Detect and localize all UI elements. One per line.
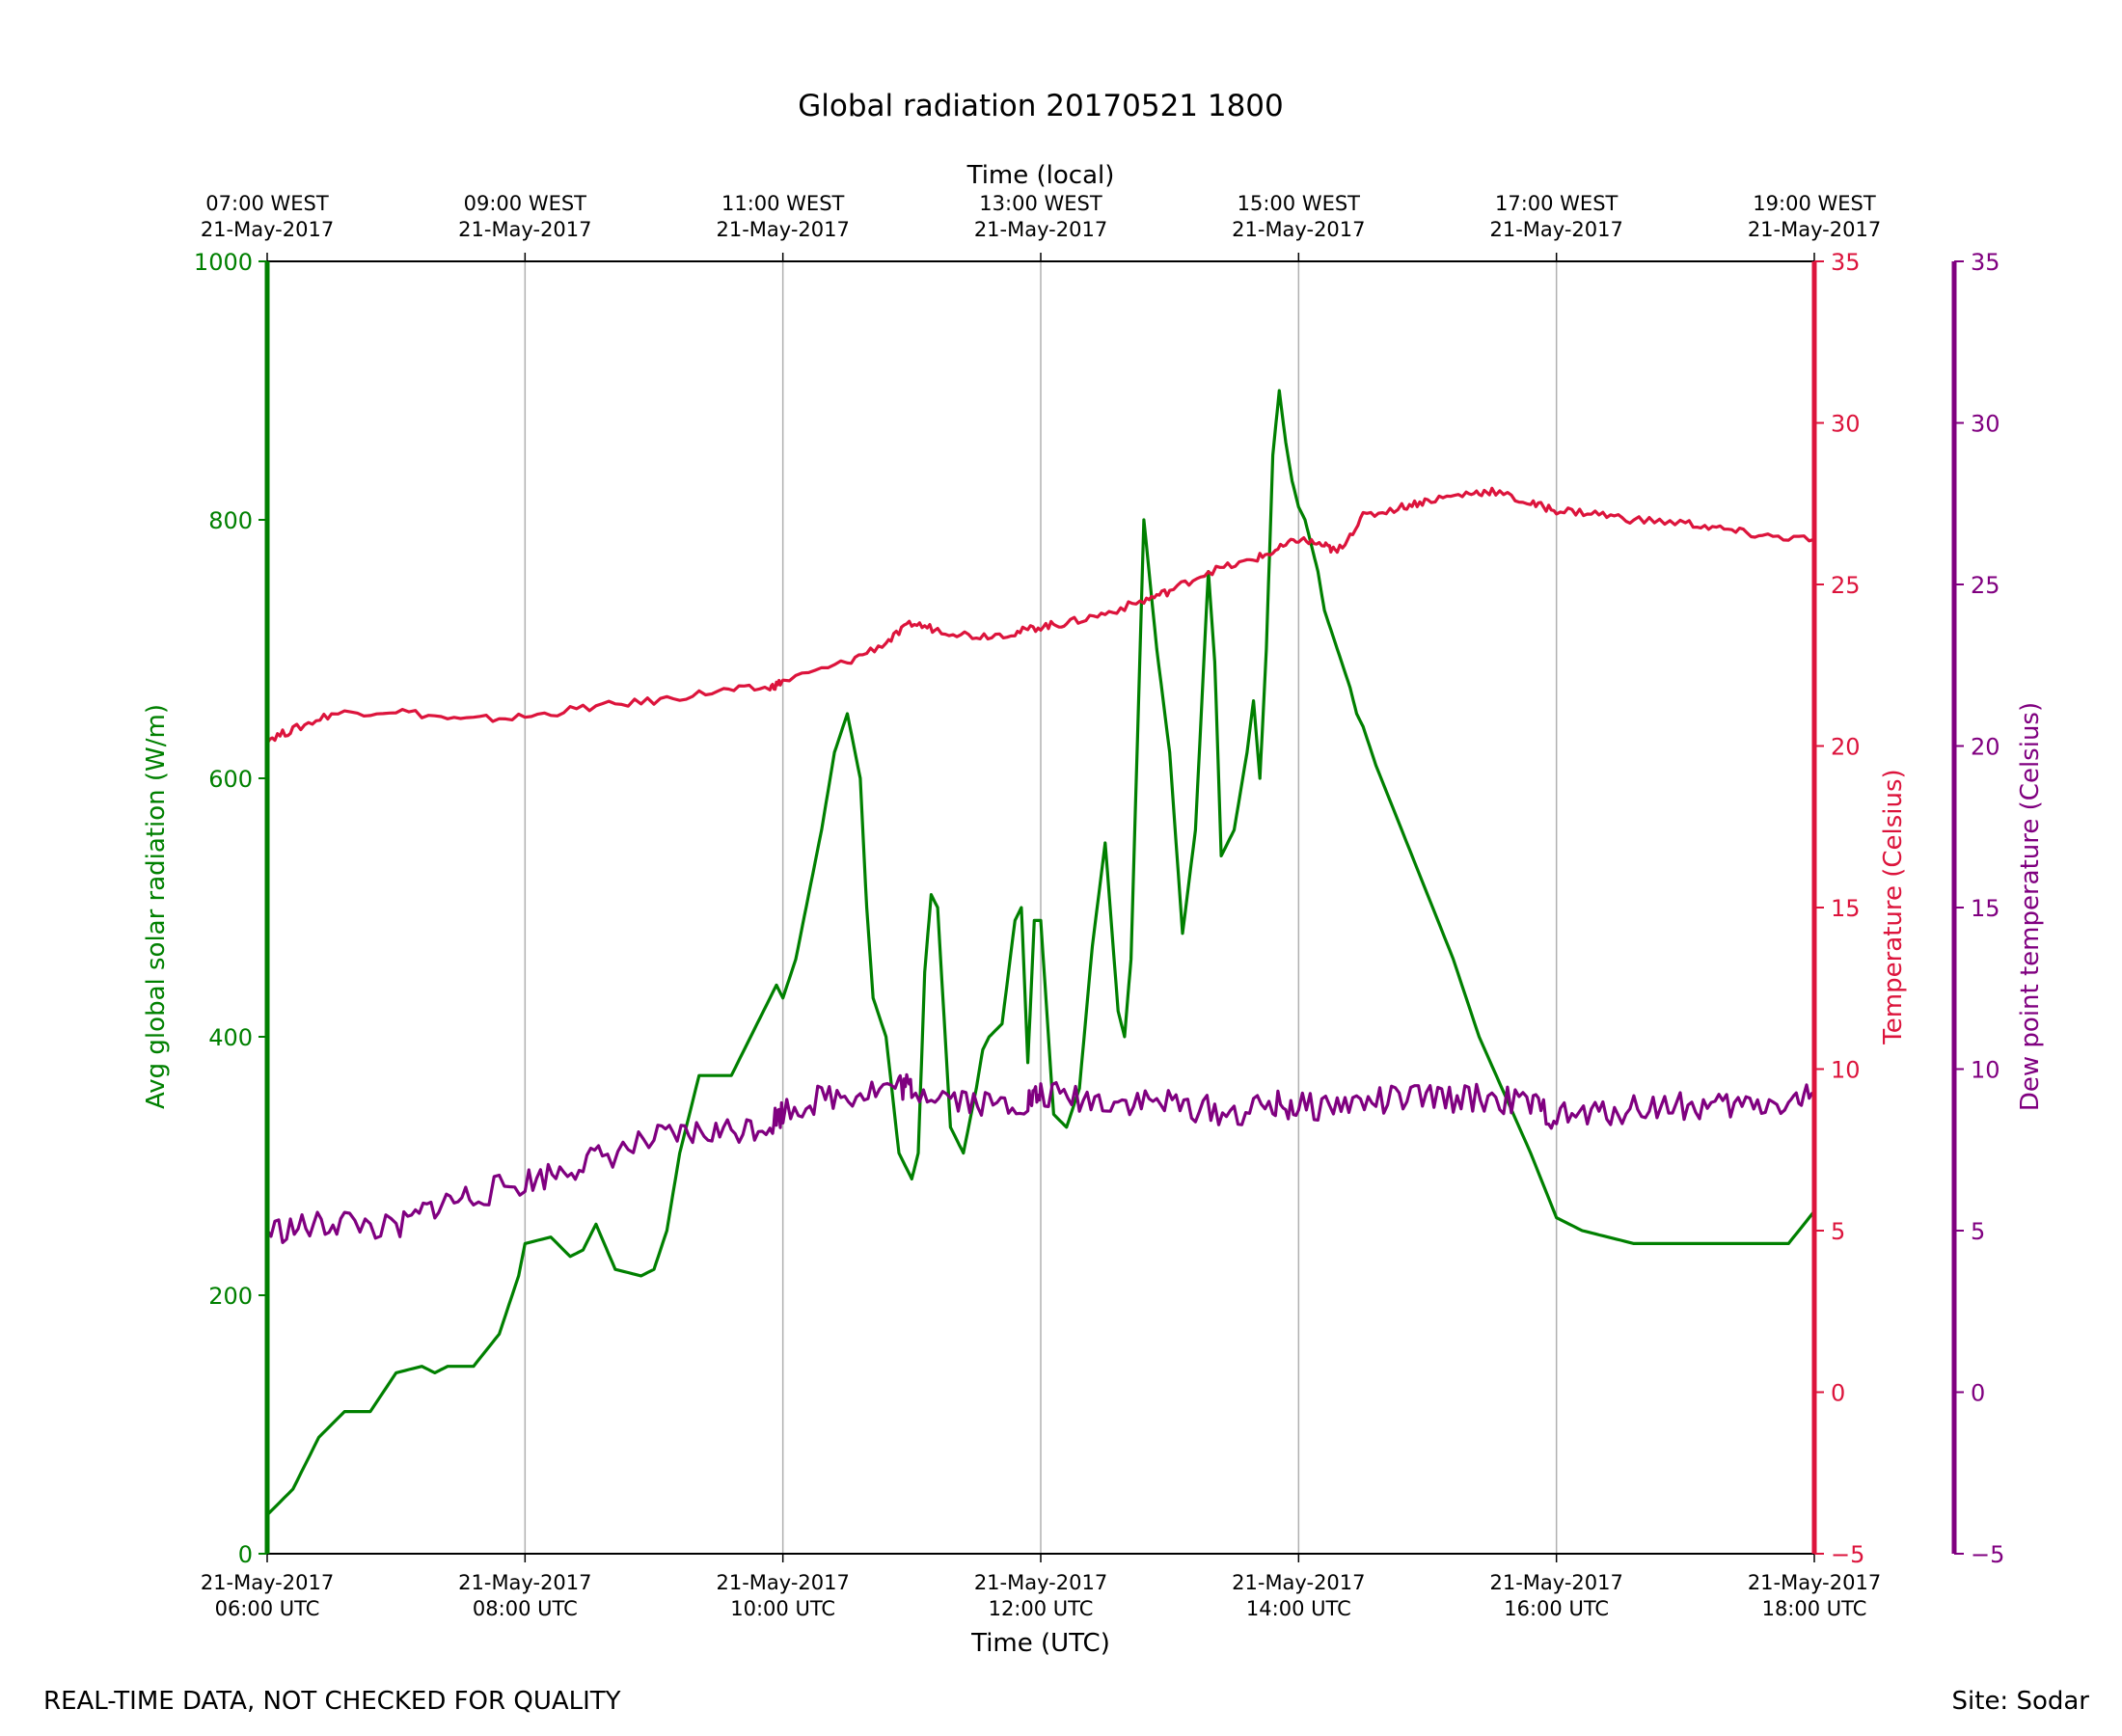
footer-left-note: REAL-TIME DATA, NOT CHECKED FOR QUALITY bbox=[43, 1687, 621, 1716]
x-tick-utc: 08:00 UTC bbox=[473, 1597, 578, 1620]
x2-tick-local-date: 21-May-2017 bbox=[716, 218, 849, 241]
y-right2-tick-label: 0 bbox=[1971, 1380, 1985, 1407]
y-right2-tick-label: 5 bbox=[1971, 1218, 1985, 1245]
y-right2-tick-label: 25 bbox=[1971, 572, 2000, 599]
top-axis-label: Time (local) bbox=[966, 161, 1115, 190]
x-tick-utc: 12:00 UTC bbox=[989, 1597, 1094, 1620]
footer-right-site: Site: Sodar bbox=[1952, 1687, 2090, 1716]
y-left-tick-label: 200 bbox=[208, 1283, 253, 1310]
y-right1-tick-label: 0 bbox=[1831, 1380, 1845, 1407]
y-right2-tick-label: 15 bbox=[1971, 895, 2000, 922]
x-tick-utc: 10:00 UTC bbox=[730, 1597, 835, 1620]
right-axis-label-dewpoint: Dew point temperature (Celsius) bbox=[2016, 702, 2045, 1111]
y-right1-tick-label: 30 bbox=[1831, 411, 1861, 438]
x2-tick-local-time: 15:00 WEST bbox=[1238, 192, 1361, 215]
x2-tick-local-time: 11:00 WEST bbox=[721, 192, 845, 215]
y-right2-tick-label: 35 bbox=[1971, 249, 2000, 276]
y-right1-tick-label: 5 bbox=[1831, 1218, 1845, 1245]
left-axis-label: Avg global solar radiation (W/m) bbox=[142, 704, 171, 1109]
bottom-axis-label: Time (UTC) bbox=[970, 1629, 1110, 1658]
x-tick-date: 21-May-2017 bbox=[1489, 1571, 1622, 1594]
x-tick-date: 21-May-2017 bbox=[716, 1571, 849, 1594]
x-tick-date: 21-May-2017 bbox=[974, 1571, 1107, 1594]
ticks-layer: 21-May-2017 06:00 UTC 07:00 WEST 21-May-201… bbox=[194, 192, 2004, 1620]
y-right2-tick-label: 10 bbox=[1971, 1057, 2000, 1084]
y-right2-tick-label: 30 bbox=[1971, 411, 2000, 438]
x-tick-utc: 16:00 UTC bbox=[1504, 1597, 1609, 1620]
series-line-temperature bbox=[265, 486, 1815, 745]
y-right2-tick-label: 20 bbox=[1971, 734, 2000, 761]
right-axis-label-temperature: Temperature (Celsius) bbox=[1879, 769, 1908, 1044]
x2-tick-local-date: 21-May-2017 bbox=[458, 218, 591, 241]
x2-tick-local-time: 07:00 WEST bbox=[205, 192, 329, 215]
y-left-tick-label: 1000 bbox=[194, 249, 253, 276]
y-right1-tick-label: 35 bbox=[1831, 249, 1861, 276]
x-tick-utc: 18:00 UTC bbox=[1762, 1597, 1867, 1620]
series-layer bbox=[265, 389, 1816, 1516]
x2-tick-local-date: 21-May-2017 bbox=[201, 218, 334, 241]
x2-tick-local-time: 17:00 WEST bbox=[1495, 192, 1619, 215]
series-line-dew-point-temperature bbox=[265, 1072, 1815, 1244]
y-left-tick-label: 800 bbox=[208, 507, 253, 534]
x2-tick-local-date: 21-May-2017 bbox=[1748, 218, 1881, 241]
chart-title: Global radiation 20170521 1800 bbox=[798, 89, 1284, 123]
series-line-avg-global-solar-radiation bbox=[265, 389, 1816, 1516]
x2-tick-local-date: 21-May-2017 bbox=[974, 218, 1107, 241]
x-tick-utc: 14:00 UTC bbox=[1246, 1597, 1351, 1620]
x-tick-date: 21-May-2017 bbox=[1748, 1571, 1881, 1594]
y-left-tick-label: 0 bbox=[238, 1541, 253, 1568]
y-right2-tick-label: −5 bbox=[1971, 1541, 2004, 1568]
y-right1-tick-label: 25 bbox=[1831, 572, 1861, 599]
x-tick-utc: 06:00 UTC bbox=[215, 1597, 320, 1620]
x2-tick-local-time: 09:00 WEST bbox=[464, 192, 587, 215]
x-tick-date: 21-May-2017 bbox=[458, 1571, 591, 1594]
x2-tick-local-time: 13:00 WEST bbox=[979, 192, 1102, 215]
y-right1-tick-label: 10 bbox=[1831, 1057, 1861, 1084]
x2-tick-local-time: 19:00 WEST bbox=[1753, 192, 1876, 215]
x-tick-date: 21-May-2017 bbox=[1232, 1571, 1365, 1594]
x2-tick-local-date: 21-May-2017 bbox=[1489, 218, 1622, 241]
y-right1-tick-label: 15 bbox=[1831, 895, 1861, 922]
y-right1-tick-label: 20 bbox=[1831, 734, 1861, 761]
grid-layer bbox=[524, 261, 1558, 1554]
x2-tick-local-date: 21-May-2017 bbox=[1232, 218, 1365, 241]
y-left-tick-label: 400 bbox=[208, 1024, 253, 1051]
y-left-tick-label: 600 bbox=[208, 766, 253, 793]
x-tick-date: 21-May-2017 bbox=[201, 1571, 334, 1594]
y-right1-tick-label: −5 bbox=[1831, 1541, 1864, 1568]
